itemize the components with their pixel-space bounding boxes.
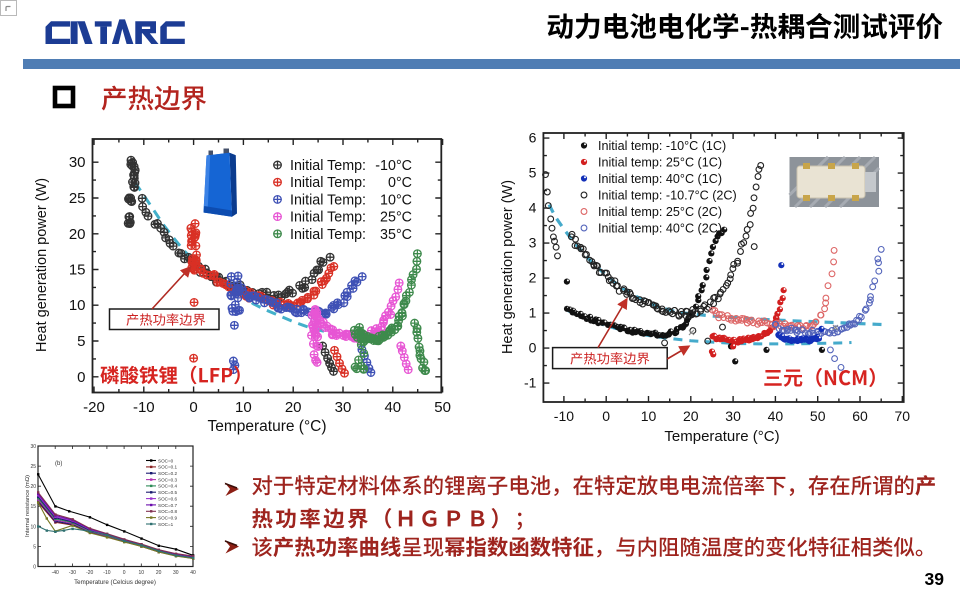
svg-text:60: 60 bbox=[852, 408, 868, 424]
svg-text:-10: -10 bbox=[133, 399, 155, 416]
svg-text:10: 10 bbox=[69, 297, 86, 314]
svg-text:Temperature (°C): Temperature (°C) bbox=[664, 428, 779, 445]
svg-text:0: 0 bbox=[602, 408, 610, 424]
svg-text:-10°C: -10°C bbox=[375, 158, 412, 174]
svg-text:Initial temp: 25°C (2C): Initial temp: 25°C (2C) bbox=[598, 205, 722, 219]
svg-text:10: 10 bbox=[235, 399, 252, 416]
svg-text:SOC=0.1: SOC=0.1 bbox=[158, 465, 177, 470]
svg-text:2: 2 bbox=[529, 270, 537, 286]
svg-text:-40: -40 bbox=[52, 570, 59, 576]
svg-text:-1: -1 bbox=[524, 375, 537, 391]
svg-text:70: 70 bbox=[895, 408, 911, 424]
svg-text:30: 30 bbox=[69, 154, 86, 171]
svg-text:-20: -20 bbox=[86, 570, 93, 576]
svg-text:50: 50 bbox=[810, 408, 826, 424]
svg-text:0: 0 bbox=[189, 399, 197, 416]
svg-text:Initial temp: 40°C (1C): Initial temp: 40°C (1C) bbox=[598, 172, 722, 186]
svg-text:-30: -30 bbox=[69, 570, 76, 576]
svg-text:5: 5 bbox=[529, 165, 537, 181]
svg-text:Initial Temp:: Initial Temp: bbox=[290, 210, 366, 226]
svg-text:15: 15 bbox=[30, 504, 36, 510]
svg-text:(b): (b) bbox=[55, 461, 62, 467]
svg-text:0: 0 bbox=[123, 570, 126, 576]
svg-text:15: 15 bbox=[69, 262, 86, 279]
svg-text:Initial temp: -10.7°C (2C): Initial temp: -10.7°C (2C) bbox=[598, 189, 737, 203]
svg-text:10: 10 bbox=[30, 524, 36, 530]
svg-text:10°C: 10°C bbox=[380, 192, 412, 208]
svg-text:5: 5 bbox=[77, 333, 85, 350]
svg-text:Internal resistance (mΩ): Internal resistance (mΩ) bbox=[25, 475, 31, 537]
svg-text:Heat generation power (W): Heat generation power (W) bbox=[34, 178, 50, 352]
svg-text:-10: -10 bbox=[103, 570, 110, 576]
svg-text:SOC=0.2: SOC=0.2 bbox=[158, 471, 177, 476]
svg-text:25°C: 25°C bbox=[380, 210, 412, 226]
svg-text:30: 30 bbox=[30, 444, 36, 450]
svg-text:1: 1 bbox=[529, 305, 537, 321]
svg-text:Initial temp: -10°C (1C): Initial temp: -10°C (1C) bbox=[598, 139, 726, 153]
svg-text:39: 39 bbox=[925, 569, 945, 589]
svg-text:SOC=0.4: SOC=0.4 bbox=[158, 484, 177, 489]
svg-text:Initial Temp:: Initial Temp: bbox=[290, 227, 366, 243]
svg-text:5: 5 bbox=[33, 544, 36, 550]
svg-text:SOC=0.5: SOC=0.5 bbox=[158, 490, 177, 495]
svg-text:20: 20 bbox=[30, 484, 36, 490]
svg-text:10: 10 bbox=[641, 408, 657, 424]
svg-text:30: 30 bbox=[725, 408, 741, 424]
svg-text:35°C: 35°C bbox=[380, 227, 412, 243]
svg-text:SOC=0.9: SOC=0.9 bbox=[158, 515, 177, 520]
svg-text:-10: -10 bbox=[554, 408, 574, 424]
svg-text:Initial Temp:: Initial Temp: bbox=[290, 175, 366, 191]
svg-text:0°C: 0°C bbox=[388, 175, 412, 191]
svg-text:40: 40 bbox=[190, 570, 196, 576]
svg-text:-20: -20 bbox=[83, 399, 105, 416]
svg-text:0: 0 bbox=[33, 565, 36, 571]
svg-text:SOC=0.7: SOC=0.7 bbox=[158, 503, 177, 508]
svg-text:20: 20 bbox=[285, 399, 302, 416]
svg-text:4: 4 bbox=[529, 200, 537, 216]
svg-text:SOC=0: SOC=0 bbox=[158, 458, 174, 463]
svg-text:SOC=0.3: SOC=0.3 bbox=[158, 477, 177, 482]
svg-text:25: 25 bbox=[30, 464, 36, 470]
svg-text:30: 30 bbox=[173, 570, 179, 576]
svg-text:Initial Temp:: Initial Temp: bbox=[290, 158, 366, 174]
svg-text:40: 40 bbox=[384, 399, 401, 416]
svg-text:25: 25 bbox=[69, 190, 86, 207]
svg-text:20: 20 bbox=[156, 570, 162, 576]
svg-text:20: 20 bbox=[683, 408, 699, 424]
svg-text:0: 0 bbox=[77, 369, 85, 386]
svg-text:Temperature (Celcius degree): Temperature (Celcius degree) bbox=[74, 579, 156, 586]
svg-text:30: 30 bbox=[335, 399, 352, 416]
svg-text:6: 6 bbox=[529, 130, 537, 146]
svg-text:40: 40 bbox=[768, 408, 784, 424]
svg-text:20: 20 bbox=[69, 226, 86, 243]
svg-text:10: 10 bbox=[139, 570, 145, 576]
svg-text:Initial temp: 25°C (1C): Initial temp: 25°C (1C) bbox=[598, 156, 722, 170]
svg-text:Initial Temp:: Initial Temp: bbox=[290, 192, 366, 208]
svg-text:SOC=0.6: SOC=0.6 bbox=[158, 496, 177, 501]
svg-text:SOC=0.8: SOC=0.8 bbox=[158, 509, 177, 514]
svg-text:3: 3 bbox=[529, 235, 537, 251]
svg-text:50: 50 bbox=[434, 399, 451, 416]
svg-text:0: 0 bbox=[529, 340, 537, 356]
svg-text:SOC=1: SOC=1 bbox=[158, 522, 174, 527]
svg-text:Heat generation power (W): Heat generation power (W) bbox=[500, 180, 516, 354]
svg-text:Initial temp: 40°C (2C): Initial temp: 40°C (2C) bbox=[598, 222, 722, 236]
svg-text:Temperature (°C): Temperature (°C) bbox=[207, 418, 326, 435]
